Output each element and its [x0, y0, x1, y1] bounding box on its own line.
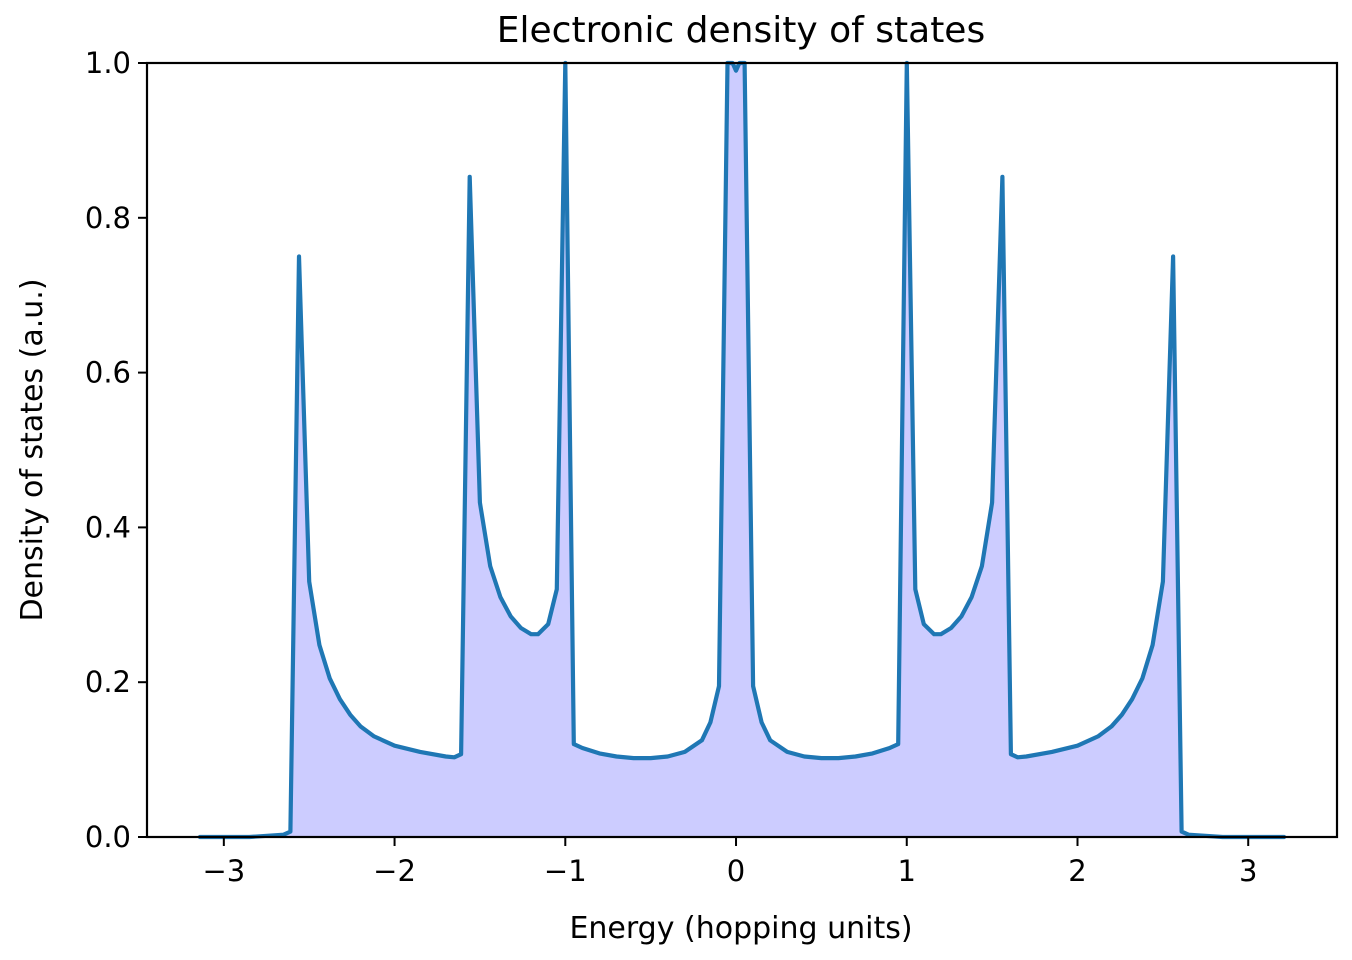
x-tick-label: −2	[373, 854, 416, 888]
y-tick-label: 0.6	[85, 356, 131, 390]
x-axis-ticks: −3 −2 −1 0 1 2 3	[202, 837, 1257, 888]
x-tick-label: 3	[1239, 854, 1257, 888]
y-axis-ticks: 0.0 0.2 0.4 0.6 0.8 1.0	[85, 46, 147, 854]
x-tick-label: 0	[727, 854, 745, 888]
plot-area	[197, 60, 1287, 840]
y-tick-label: 0.4	[85, 510, 131, 544]
x-axis-label: Energy (hopping units)	[569, 911, 912, 946]
y-tick-label: 0.8	[85, 201, 131, 235]
x-tick-label: −3	[202, 854, 245, 888]
dos-area-fill	[199, 63, 1285, 837]
chart-title: Electronic density of states	[497, 10, 985, 51]
y-tick-label: 1.0	[85, 46, 131, 80]
y-axis-label: Density of states (a.u.)	[15, 278, 50, 621]
y-tick-label: 0.0	[85, 820, 131, 854]
dos-series-line	[197, 60, 1287, 840]
x-tick-label: 1	[898, 854, 916, 888]
y-tick-label: 0.2	[85, 665, 131, 699]
x-tick-label: −1	[544, 854, 587, 888]
x-tick-label: 2	[1068, 854, 1086, 888]
axes-frame	[145, 61, 1339, 839]
